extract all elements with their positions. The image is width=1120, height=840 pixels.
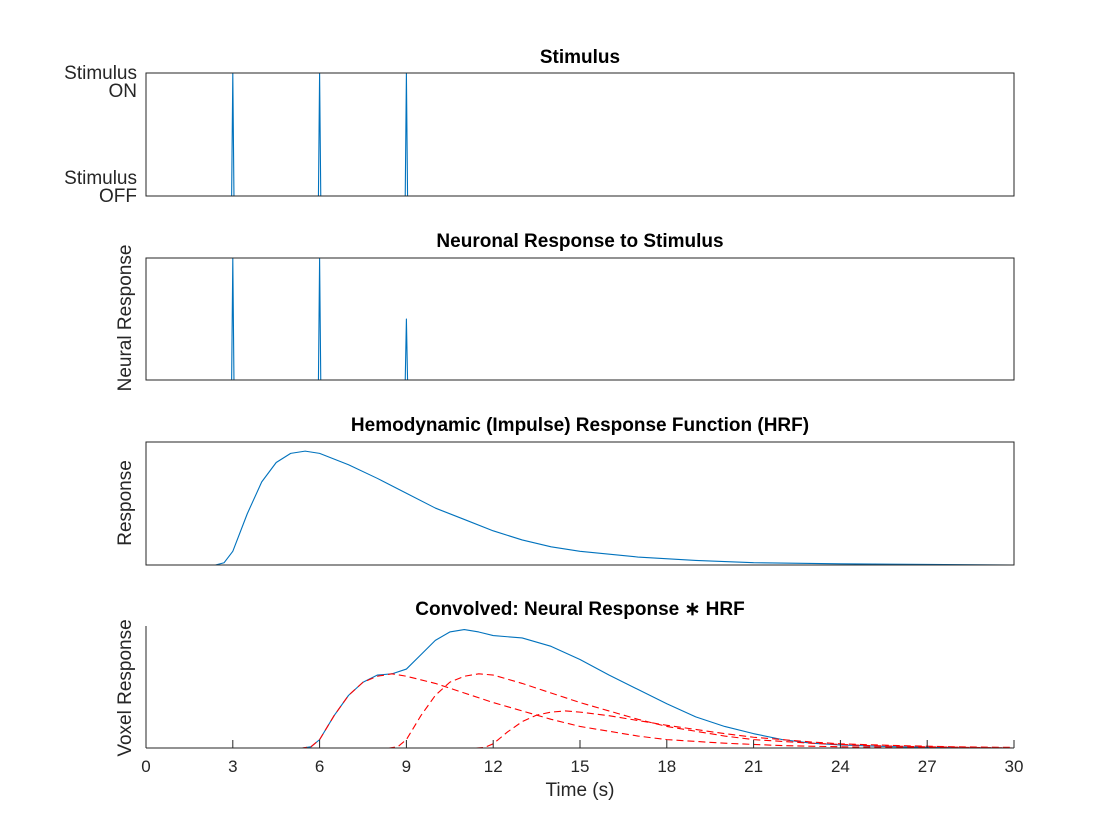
xtick-label-8: 24 — [831, 757, 850, 776]
xtick-label-5: 15 — [571, 757, 590, 776]
xtick-label-3: 9 — [402, 757, 411, 776]
ytick-on-line2: ON — [109, 81, 138, 102]
hrf-title: Hemodynamic (Impulse) Response Function … — [351, 415, 809, 436]
series-line-3-3 — [146, 710, 1015, 749]
ytick-on-line1: Stimulus — [64, 63, 137, 84]
xtick-label-6: 18 — [657, 757, 676, 776]
ytick-off-line1: Stimulus — [64, 168, 137, 189]
xtick-label-4: 12 — [484, 757, 503, 776]
series-line-3-1 — [146, 673, 1015, 749]
neuronal-response-title: Neuronal Response to Stimulus — [436, 231, 723, 252]
hrf-axes-frame — [145, 441, 1015, 566]
neuronal-response-panel: Neuronal Response to Stimulus Neural Res… — [115, 231, 1015, 392]
xtick-label-10: 30 — [1005, 757, 1024, 776]
convolved-xticks: 0 3 6 9 12 15 18 21 24 27 30 — [141, 740, 1023, 776]
stimulus-title: Stimulus — [540, 47, 620, 68]
stimulus-axes-frame — [145, 72, 1015, 197]
neural-response-ylabel: Neural Response — [115, 245, 136, 392]
series-line-2-0 — [146, 450, 1015, 566]
hrf-plot-area — [146, 450, 1015, 566]
xtick-label-7: 21 — [744, 757, 763, 776]
hrf-ylabel: Response — [115, 460, 136, 546]
xtick-label-2: 6 — [315, 757, 324, 776]
time-xlabel: Time (s) — [546, 780, 615, 801]
series-line-3-2 — [146, 673, 1015, 749]
stimulus-panel: Stimulus Stimulus ON Stimulus OFF — [64, 47, 1015, 207]
neuronal-response-axes-frame — [145, 257, 1015, 381]
voxel-response-ylabel: Voxel Response — [115, 619, 136, 756]
hrf-panel: Hemodynamic (Impulse) Response Function … — [115, 415, 1015, 566]
xtick-label-9: 27 — [918, 757, 937, 776]
convolved-title: Convolved: Neural Response ∗ HRF — [415, 599, 744, 620]
convolved-panel: Convolved: Neural Response ∗ HRF Voxel R… — [115, 599, 1023, 801]
ytick-off-line2: OFF — [99, 186, 137, 207]
convolved-plot-area — [146, 629, 1015, 749]
xtick-label-0: 0 — [141, 757, 150, 776]
series-line-3-0 — [146, 629, 1015, 749]
xtick-label-1: 3 — [228, 757, 237, 776]
